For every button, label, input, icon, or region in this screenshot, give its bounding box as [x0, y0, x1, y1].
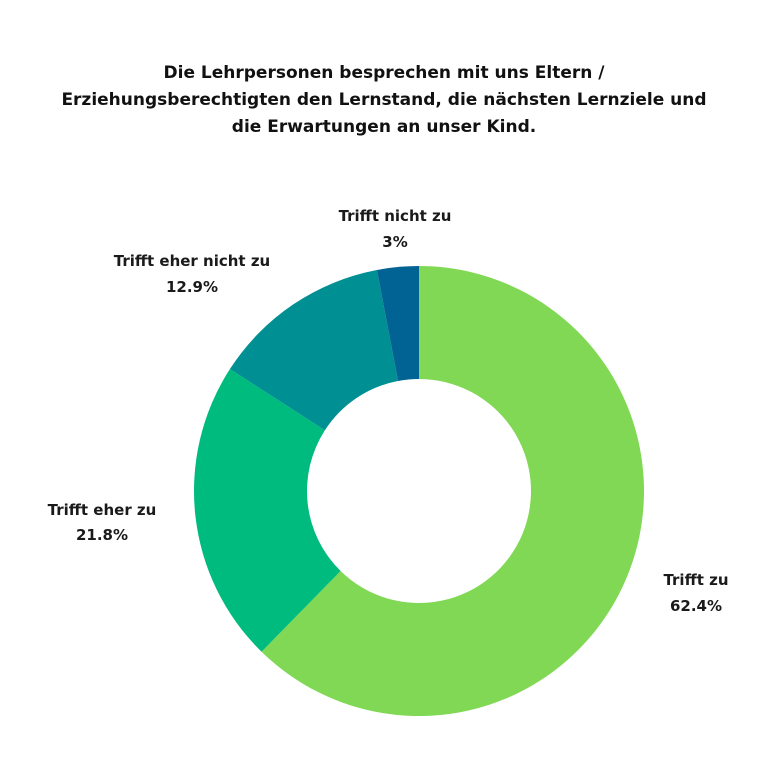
slice-value-label: 3% — [382, 233, 407, 251]
donut-slices — [194, 266, 645, 716]
slice-trifft-eher-zu — [194, 369, 341, 652]
slice-category-label: Trifft nicht zu — [339, 207, 452, 225]
slice-value-label: 62.4% — [670, 597, 722, 615]
slice-category-label: Trifft zu — [663, 571, 728, 589]
slice-labels: Trifft zu 62.4% Trifft eher zu 21.8% Trifft … — [48, 207, 729, 615]
slice-category-label: Trifft eher nicht zu — [114, 252, 271, 270]
slice-value-label: 21.8% — [76, 526, 128, 544]
chart-title-line-3: die Erwartungen an unser Kind. — [231, 117, 537, 137]
chart-title-line-1: Die Lehrpersonen besprechen mit uns Elte… — [163, 63, 605, 83]
chart-title: Die Lehrpersonen besprechen mit uns Elte… — [40, 60, 728, 141]
slice-trifft-eher-nicht-zu — [229, 269, 399, 431]
slice-trifft-nicht-zu — [376, 266, 419, 381]
slice-category-label: Trifft eher zu — [48, 501, 157, 519]
slice-trifft-zu — [261, 266, 645, 716]
chart-title-line-2: Erziehungsberechtigten den Lernstand, di… — [61, 90, 707, 110]
slice-value-label: 12.9% — [166, 278, 218, 296]
